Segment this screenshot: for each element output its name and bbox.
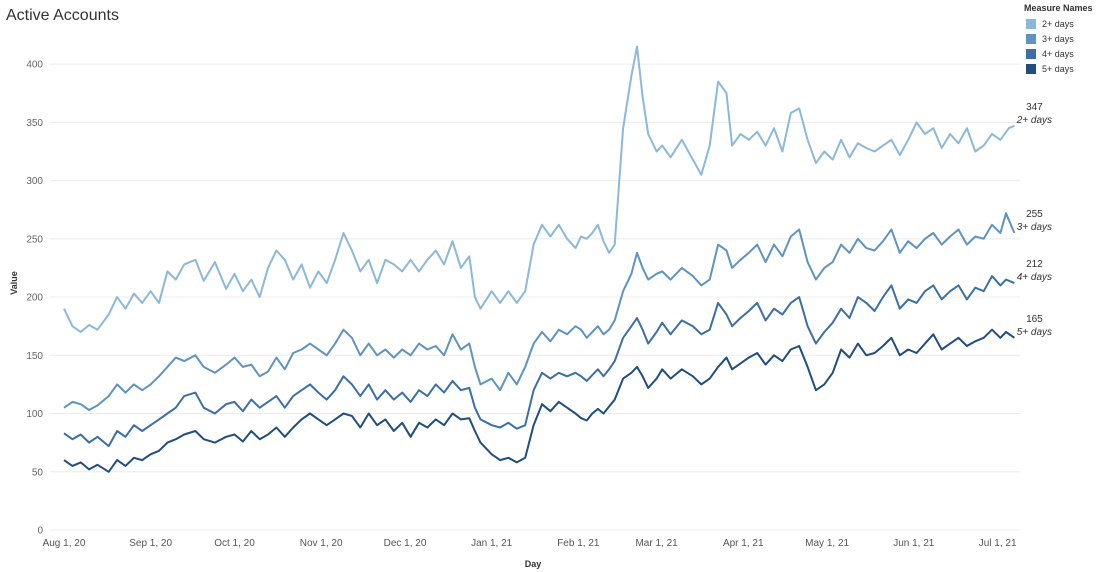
legend: Measure Names 2+ days 3+ days 4+ days 5+…: [1024, 3, 1100, 76]
x-axis-title: Day: [525, 559, 542, 569]
x-tick-label: Jun 1, 21: [893, 538, 935, 549]
end-value-label: 212: [1026, 259, 1043, 270]
x-tick-label: Nov 1, 20: [300, 538, 343, 549]
x-tick-label: Jul 1, 21: [979, 538, 1017, 549]
end-value-label: 255: [1026, 209, 1043, 220]
y-tick-label: 150: [26, 351, 43, 362]
chart-title: Active Accounts: [6, 7, 119, 24]
end-series-label: 4+ days: [1017, 272, 1052, 283]
end-value-label: 165: [1026, 314, 1043, 325]
y-tick-label: 250: [26, 234, 43, 245]
series-line-5plus: [63, 328, 1015, 473]
legend-swatch-3plus: [1026, 33, 1036, 44]
x-tick-label: May 1, 21: [805, 538, 849, 549]
x-tick-label: Feb 1, 21: [557, 538, 600, 549]
legend-title: Measure Names: [1024, 3, 1093, 13]
end-series-label: 2+ days: [1016, 115, 1052, 126]
series-line-3plus: [63, 212, 1016, 411]
series-line-2plus: [63, 45, 1015, 333]
y-tick-label: 100: [26, 409, 43, 420]
x-tick-label: Jan 1, 21: [471, 538, 513, 549]
legend-label-2plus: 2+ days: [1042, 18, 1074, 29]
x-tick-label: Sep 1, 20: [129, 538, 172, 549]
end-value-label: 347: [1026, 102, 1043, 113]
x-tick-label: Dec 1, 20: [384, 538, 427, 549]
legend-label-4plus: 4+ days: [1042, 48, 1074, 59]
y-tick-label: 200: [26, 293, 43, 304]
x-tick-label: Mar 1, 21: [635, 538, 678, 549]
end-series-label: 5+ days: [1017, 327, 1052, 338]
y-tick-label: 400: [26, 60, 43, 71]
legend-swatch-5plus: [1026, 63, 1036, 74]
legend-item-2plus[interactable]: 2+ days: [1024, 16, 1100, 31]
y-tick-label: 0: [37, 526, 43, 537]
x-tick-label: Oct 1, 20: [214, 538, 255, 549]
y-axis-title: Value: [9, 271, 19, 295]
series-line-4plus: [63, 275, 1015, 448]
end-series-label: 3+ days: [1017, 222, 1052, 233]
x-tick-label: Aug 1, 20: [43, 538, 86, 549]
legend-label-3plus: 3+ days: [1042, 33, 1074, 44]
y-tick-label: 350: [26, 118, 43, 129]
y-tick-label: 300: [26, 176, 43, 187]
y-tick-label: 50: [32, 467, 44, 478]
legend-item-4plus[interactable]: 4+ days: [1024, 46, 1100, 61]
legend-label-5plus: 5+ days: [1042, 63, 1074, 74]
legend-swatch-2plus: [1026, 18, 1036, 29]
x-tick-label: Apr 1, 21: [723, 538, 764, 549]
legend-item-5plus[interactable]: 5+ days: [1024, 61, 1100, 76]
legend-swatch-4plus: [1026, 48, 1036, 59]
legend-item-3plus[interactable]: 3+ days: [1024, 31, 1100, 46]
